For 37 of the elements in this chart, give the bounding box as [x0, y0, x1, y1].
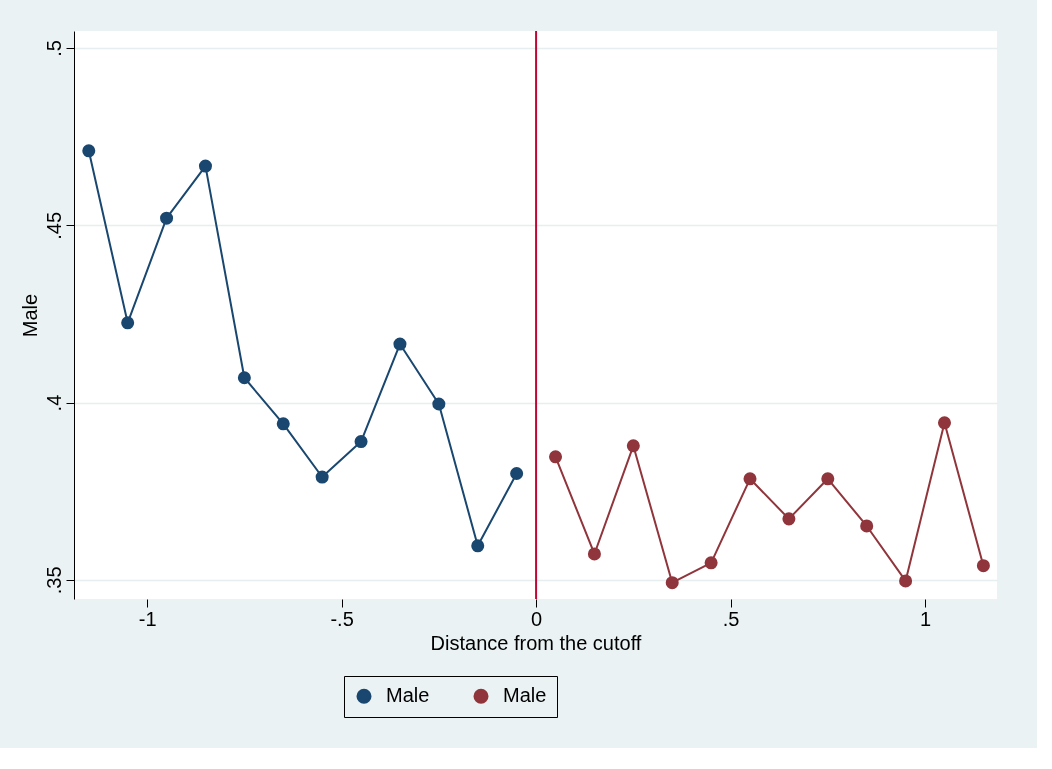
x-tick-label: -.5 [330, 607, 354, 630]
point [976, 559, 990, 573]
point [82, 144, 96, 158]
x-axis-title: Distance from the cutoff [430, 631, 642, 654]
point [471, 539, 485, 553]
point [704, 556, 718, 570]
legend-label: Male [503, 684, 547, 707]
point [743, 472, 757, 486]
point [237, 371, 251, 385]
point [160, 211, 174, 225]
point [315, 470, 329, 484]
x-tick-label: 0 [531, 607, 543, 630]
point [665, 576, 679, 590]
x-tick-label: .5 [722, 607, 740, 630]
point [587, 547, 601, 561]
point [899, 574, 913, 588]
point [549, 450, 563, 464]
y-tick-label: .4 [42, 394, 65, 412]
y-axis-title: Male [18, 293, 41, 338]
point [821, 472, 835, 486]
point [198, 159, 212, 173]
point [393, 337, 407, 351]
point [276, 417, 290, 431]
point [782, 512, 796, 526]
point [626, 439, 640, 453]
point [937, 416, 952, 430]
point [432, 397, 446, 411]
point [510, 466, 524, 480]
y-tick-label: .5 [42, 40, 65, 57]
legend-label: Male [386, 684, 430, 707]
point [860, 519, 874, 533]
x-tick-label: -1 [138, 607, 157, 630]
y-tick-label: .45 [42, 211, 65, 240]
point [354, 435, 368, 449]
y-tick-label: .35 [42, 566, 65, 595]
point [121, 316, 135, 330]
x-tick-label: 1 [919, 607, 932, 630]
